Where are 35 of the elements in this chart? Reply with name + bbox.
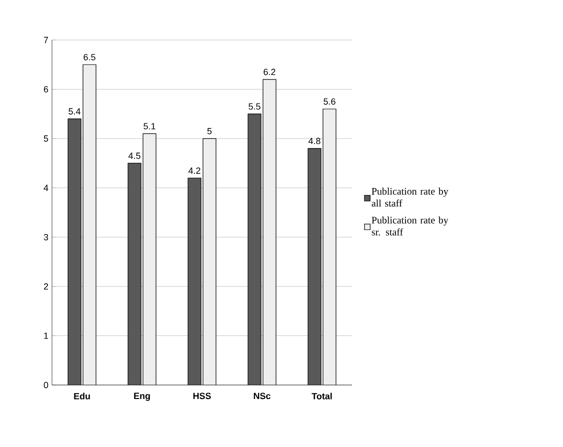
bar	[248, 114, 262, 385]
data-label: 5.6	[324, 98, 336, 105]
y-tick-label: 1	[44, 332, 48, 339]
legend-label: Publication rate by all staff	[372, 188, 448, 207]
data-label: 4.5	[128, 152, 140, 159]
y-tick-label: 2	[44, 283, 48, 290]
bar	[82, 64, 96, 385]
x-tick-label: Total	[312, 392, 332, 400]
bar	[203, 138, 216, 385]
y-tick-label: 5	[44, 135, 48, 142]
y-tick-label: 7	[44, 36, 48, 44]
data-label: 4.8	[308, 138, 320, 144]
x-tick-label: NSc	[254, 392, 270, 400]
data-label: 5.5	[248, 103, 260, 110]
data-label: 4.2	[188, 167, 200, 174]
bar	[128, 163, 142, 385]
y-tick-label: 0	[44, 382, 48, 388]
y-tick-label: 6	[44, 86, 48, 92]
x-tick-label: Eng	[134, 392, 150, 401]
bar	[308, 148, 322, 385]
bar	[68, 118, 82, 385]
y-tick-label: 4	[44, 184, 48, 191]
bar	[188, 178, 202, 385]
bar	[322, 108, 336, 385]
data-label: 6.5	[84, 54, 96, 60]
data-label: 5.1	[144, 123, 156, 130]
x-tick-label: Edu	[74, 392, 90, 400]
x-tick-label: HSS	[193, 392, 211, 400]
y-tick-label: 3	[44, 234, 48, 240]
legend-label: Publication rate by sr. staff	[372, 216, 448, 236]
data-label: 6.2	[264, 68, 276, 76]
data-label: 5.4	[68, 108, 80, 115]
bar	[143, 134, 156, 385]
data-label: 5	[207, 128, 212, 134]
bar	[263, 79, 276, 385]
